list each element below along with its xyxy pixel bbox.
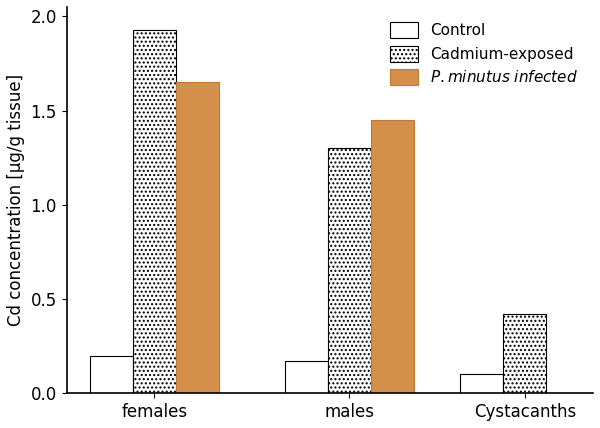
Y-axis label: Cd concentration [µg/g tissue]: Cd concentration [µg/g tissue]	[7, 74, 25, 326]
Bar	[133, 30, 176, 393]
Bar	[328, 149, 371, 393]
Bar	[460, 374, 503, 393]
Bar	[285, 361, 328, 393]
Bar	[176, 82, 218, 393]
Bar	[90, 356, 133, 393]
Legend: Control, Cadmium-exposed, $P. minutus$ infected: Control, Cadmium-exposed, $P. minutus$ i…	[382, 15, 586, 93]
Bar	[371, 120, 413, 393]
Bar	[503, 314, 546, 393]
